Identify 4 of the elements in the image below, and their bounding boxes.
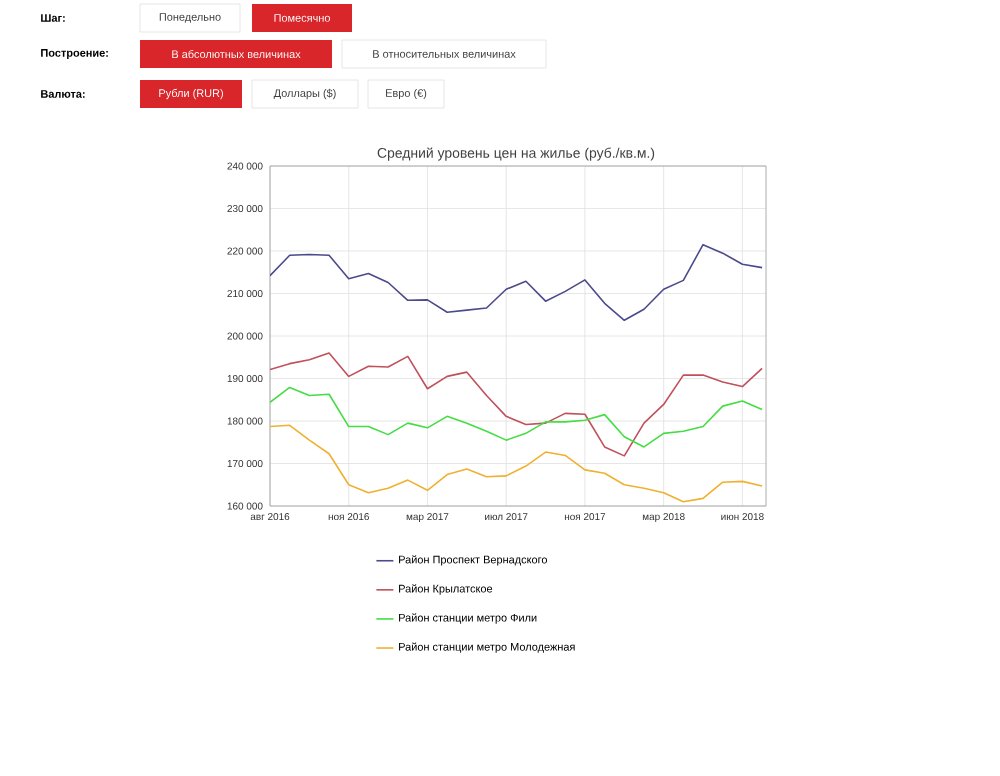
line-series — [270, 352, 763, 457]
line-series — [270, 386, 763, 448]
line-series — [270, 243, 763, 322]
line-series — [270, 424, 763, 503]
